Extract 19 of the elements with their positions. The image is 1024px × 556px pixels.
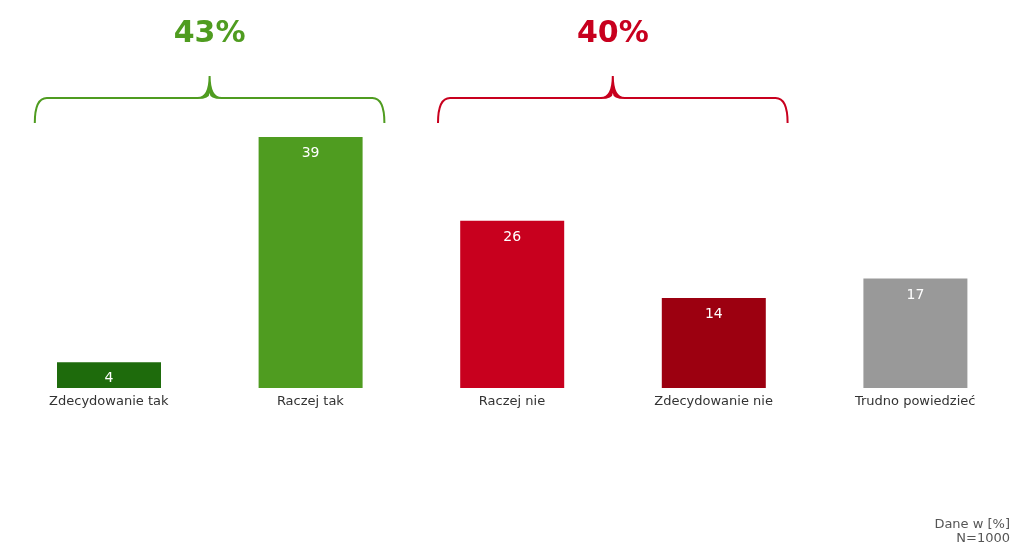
bar — [258, 137, 363, 388]
text: N=1000 — [956, 530, 1010, 545]
bar — [863, 278, 968, 388]
x-tick-label: Raczej nie — [478, 393, 546, 409]
x-tick-label: Zdecydowanie nie — [654, 393, 773, 409]
x-tick-label: Trudno powiedzieć — [853, 393, 976, 409]
text: 40% — [576, 14, 649, 49]
x-tick-label: Zdecydowanie tak — [49, 393, 169, 409]
bar — [460, 220, 565, 388]
data-label: 14 — [704, 304, 723, 321]
data-label: 17 — [906, 285, 925, 302]
bar — [57, 362, 161, 388]
data-label: 26 — [503, 227, 522, 244]
x-tick-label: Raczej tak — [276, 393, 345, 409]
text: 43% — [173, 14, 246, 49]
text: Dane w [%] — [934, 516, 1010, 531]
data-label: 4 — [104, 369, 114, 386]
bar — [661, 297, 766, 388]
data-label: 39 — [301, 143, 320, 160]
